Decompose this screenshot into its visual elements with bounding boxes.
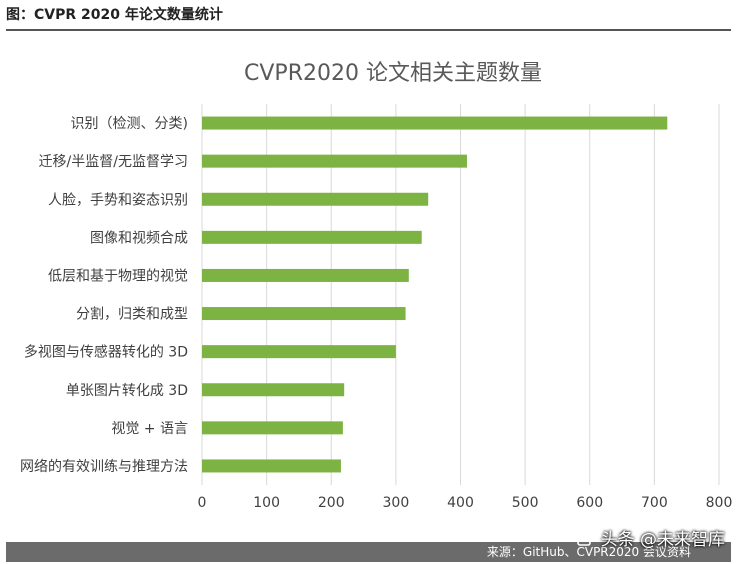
x-tick-label: 600 [576, 495, 603, 511]
bar [202, 268, 409, 282]
category-label: 识别（检测、分类) [71, 116, 188, 132]
category-label: 网络的有效训练与推理方法 [20, 459, 188, 475]
x-tick-labels: 0 100 200 300 400 500 600 700 800 [198, 495, 733, 511]
caption-divider [6, 29, 731, 31]
bar [202, 307, 406, 321]
category-label: 人脸，手势和姿态识别 [48, 192, 188, 208]
bar [202, 383, 345, 397]
footer-bar: 来源：GitHub、CVPR2020 会议资料 [6, 542, 731, 562]
bar-chart: CVPR2020 论文相关主题数量 识别（检测、分类) 迁移/半监督/无监督学习人… [20, 61, 733, 511]
watermark-text: 头条 @未来智库 [600, 530, 725, 550]
bars [202, 116, 668, 473]
toutiao-logo-icon [577, 530, 596, 550]
bar [202, 459, 341, 473]
bar [202, 230, 422, 244]
source-note: 来源：GitHub、CVPR2020 会议资料 [486, 545, 691, 559]
bar [202, 116, 668, 130]
bar [202, 192, 429, 206]
category-label: 单张图片转化成 3D [66, 383, 188, 399]
bar [202, 154, 467, 168]
watermark: 头条 @未来智库 [577, 525, 725, 550]
category-label: 分割，归类和成型 [76, 306, 188, 323]
category-label: 低层和基于物理的视觉 [48, 267, 188, 284]
x-tick-label: 400 [447, 495, 474, 511]
bar [202, 345, 396, 359]
figure-caption: 图：CVPR 2020 年论文数量统计 [6, 7, 223, 23]
category-label: 视觉 + 语言 [111, 421, 188, 437]
x-tick-label: 0 [198, 495, 207, 511]
bar [202, 421, 343, 435]
category-label: 迁移/半监督/无监督学习 [39, 154, 188, 170]
x-tick-label: 700 [641, 495, 668, 511]
x-tick-label: 100 [253, 495, 280, 511]
x-tick-label: 200 [318, 495, 345, 511]
category-label: 图像和视频合成 [90, 230, 188, 246]
x-tick-label: 800 [706, 495, 733, 511]
x-tick-label: 300 [383, 495, 410, 511]
category-labels: 识别（检测、分类) 迁移/半监督/无监督学习人脸，手势和姿态识别图像和视频合成低层… [20, 116, 188, 475]
chart-title: CVPR2020 论文相关主题数量 [244, 61, 542, 86]
x-tick-label: 500 [512, 495, 539, 511]
category-label: 多视图与传感器转化的 3D [24, 344, 188, 361]
